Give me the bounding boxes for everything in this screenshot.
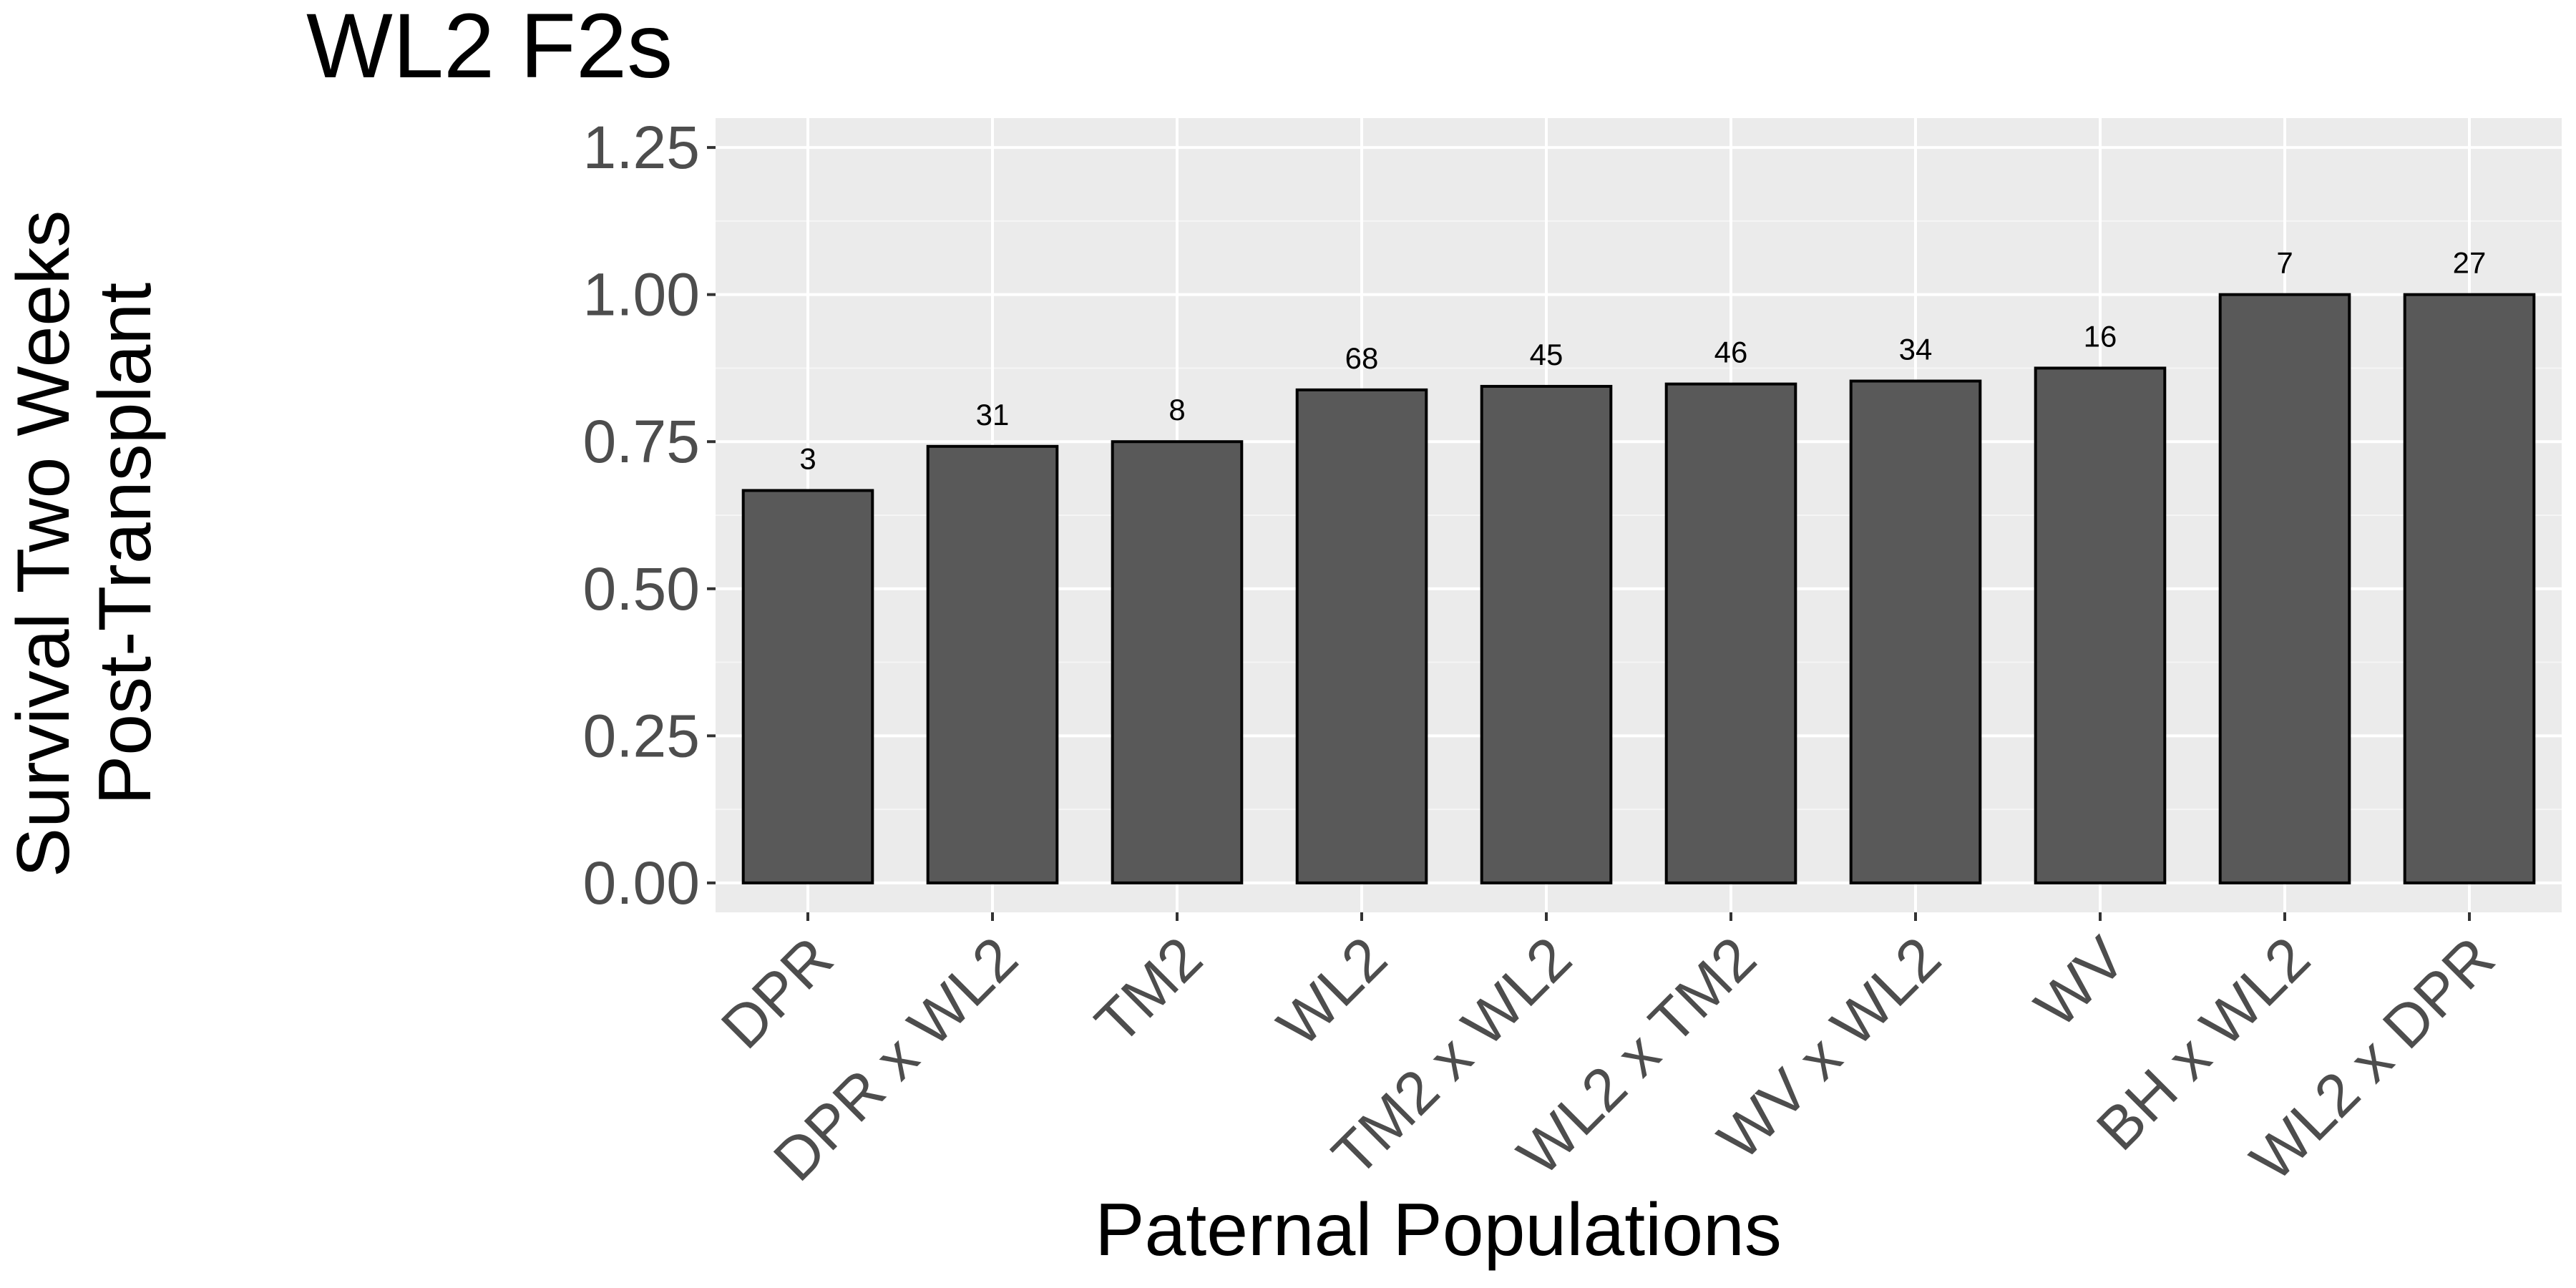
x-axis-title: Paternal Populations (1095, 1189, 1782, 1272)
x-tick-label: WL2 (1264, 924, 1400, 1059)
bar-count-label: 7 (2276, 246, 2293, 280)
y-tick-label: 1.25 (583, 114, 701, 181)
y-axis-title-line-2: Post-Transplant (84, 283, 167, 805)
bar-count-label: 8 (1169, 393, 1185, 426)
bar-count-label: 27 (2453, 246, 2487, 280)
bar (1295, 388, 1428, 884)
bar (2034, 366, 2167, 884)
bar (741, 489, 874, 884)
chart-title: WL2 F2s (306, 0, 673, 97)
y-tick-label: 0.00 (583, 849, 701, 917)
bar-count-label: 46 (1714, 336, 1748, 369)
bar (1849, 379, 1982, 884)
x-tick-label: DPR (708, 924, 846, 1061)
y-tick-label: 0.25 (583, 702, 701, 769)
bar-count-labels: 3 31 8 68 45 46 34 16 7 27 (799, 246, 2486, 476)
bar-count-label: 31 (976, 398, 1010, 431)
bar (1664, 382, 1797, 884)
bar-count-label: 68 (1345, 341, 1379, 375)
bar (2403, 293, 2536, 884)
bar-count-label: 45 (1530, 338, 1563, 371)
bar (2218, 293, 2351, 884)
bar-count-label: 34 (1899, 333, 1933, 366)
bar (1111, 440, 1244, 884)
bars (741, 293, 2536, 884)
y-tick-label: 0.75 (583, 408, 701, 475)
y-axis-title: Survival Two Weeks Post-Transplant (2, 210, 167, 878)
y-tick-label: 1.00 (583, 261, 701, 328)
x-tick-label: WV (2022, 924, 2138, 1040)
y-axis-title-line-1: Survival Two Weeks (2, 210, 85, 878)
y-axis: 0.00 0.25 0.50 0.75 1.00 1.25 (583, 114, 716, 917)
bar (926, 444, 1059, 884)
bar-count-label: 16 (2084, 319, 2117, 353)
bar (1480, 384, 1613, 884)
bar-count-label: 3 (799, 441, 816, 475)
x-tick-label: TM2 (1082, 924, 1214, 1056)
y-tick-label: 0.50 (583, 555, 701, 623)
